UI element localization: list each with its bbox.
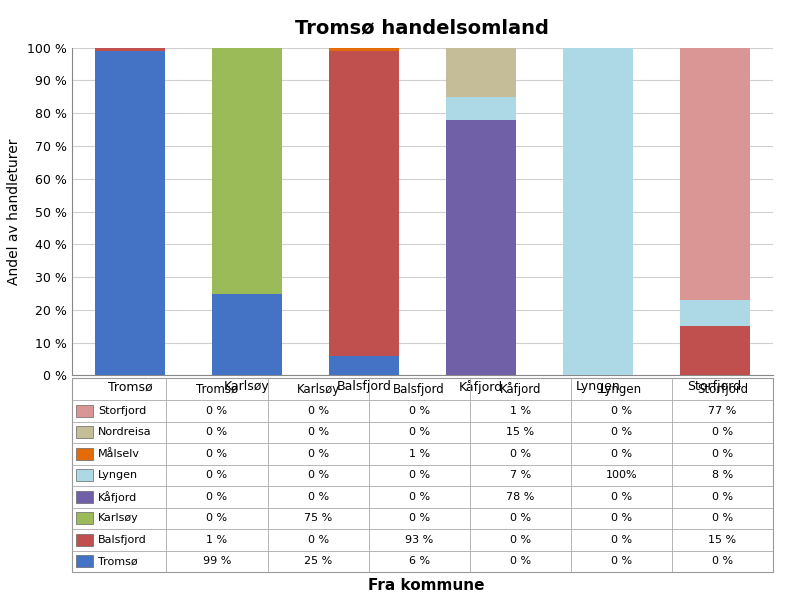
Text: 0 %: 0 % [712,427,733,437]
Text: 0 %: 0 % [409,427,430,437]
Text: 0 %: 0 % [308,535,328,545]
Text: 0 %: 0 % [611,535,632,545]
Y-axis label: Andel av handleturer: Andel av handleturer [7,138,22,285]
Text: 0 %: 0 % [308,492,328,502]
Text: 15 %: 15 % [709,535,736,545]
Text: 0 %: 0 % [409,492,430,502]
Text: 0 %: 0 % [308,470,328,480]
Text: 75 %: 75 % [304,513,332,523]
Text: 0 %: 0 % [206,492,227,502]
Text: 1 %: 1 % [510,406,531,416]
Bar [446,97,516,120]
Text: 0 %: 0 % [611,406,632,416]
Text: 0 %: 0 % [712,492,733,502]
Text: 15 %: 15 % [506,427,534,437]
Text: 0 %: 0 % [510,449,531,459]
Text: 1 %: 1 % [206,535,227,545]
Text: 0 %: 0 % [409,406,430,416]
Bar [329,48,399,51]
Title: Tromsø handelsomland: Tromsø handelsomland [296,19,549,38]
Text: 0 %: 0 % [308,406,328,416]
Bar [212,48,282,293]
Text: 78 %: 78 % [506,492,535,502]
Bar [76,470,92,481]
Text: Karlsøy: Karlsøy [296,383,340,396]
Text: Balsfjord: Balsfjord [394,383,445,396]
Bar [446,48,516,97]
Bar [95,48,165,51]
Text: Storfjord: Storfjord [697,383,748,396]
Bar [680,300,750,326]
Text: Balsfjord: Balsfjord [98,535,147,545]
Text: 0 %: 0 % [206,449,227,459]
Bar [446,44,516,48]
Text: 0 %: 0 % [510,513,531,523]
Text: 0 %: 0 % [611,427,632,437]
Text: 0 %: 0 % [611,449,632,459]
Text: 0 %: 0 % [409,470,430,480]
Bar [563,48,633,375]
Text: 99 %: 99 % [202,557,231,566]
Text: 8 %: 8 % [712,470,733,480]
Bar [680,48,750,300]
Bar [76,513,92,524]
Text: 7 %: 7 % [510,470,531,480]
Text: 0 %: 0 % [611,513,632,523]
Text: Kåfjord: Kåfjord [98,491,137,503]
Text: 0 %: 0 % [206,513,227,523]
Text: 6 %: 6 % [409,557,430,566]
Bar [212,293,282,375]
Bar [76,426,92,438]
Text: Fra kommune: Fra kommune [368,578,485,593]
Bar [76,405,92,417]
Text: 0 %: 0 % [611,492,632,502]
Text: 100%: 100% [606,470,638,480]
Text: 0 %: 0 % [712,449,733,459]
Text: Karlsøy: Karlsøy [98,513,139,523]
Bar [329,51,399,356]
Bar [76,534,92,546]
Bar [76,555,92,567]
Text: 0 %: 0 % [206,427,227,437]
Text: 0 %: 0 % [712,557,733,566]
Text: 0 %: 0 % [510,557,531,566]
Text: 0 %: 0 % [409,513,430,523]
Text: 0 %: 0 % [308,449,328,459]
Text: 77 %: 77 % [709,406,736,416]
Text: Kåfjord: Kåfjord [500,382,541,396]
Text: 0 %: 0 % [510,535,531,545]
Text: Nordreisa: Nordreisa [98,427,151,437]
Text: Lyngen: Lyngen [98,470,139,480]
Bar [76,448,92,460]
Bar [76,491,92,503]
Text: 0 %: 0 % [308,427,328,437]
Bar [329,356,399,375]
Text: 0 %: 0 % [206,470,227,480]
Text: Lyngen: Lyngen [600,383,642,396]
Text: 1 %: 1 % [409,449,430,459]
Text: Storfjord: Storfjord [98,406,147,416]
Bar [446,120,516,375]
Text: 0 %: 0 % [206,406,227,416]
Text: 0 %: 0 % [611,557,632,566]
Text: 0 %: 0 % [712,513,733,523]
Text: 25 %: 25 % [304,557,332,566]
Text: Målselv: Målselv [98,449,140,459]
Text: 93 %: 93 % [405,535,434,545]
Bar [680,326,750,375]
Text: Tromsø: Tromsø [196,383,238,396]
Bar [95,51,165,375]
Text: Tromsø: Tromsø [98,557,138,566]
